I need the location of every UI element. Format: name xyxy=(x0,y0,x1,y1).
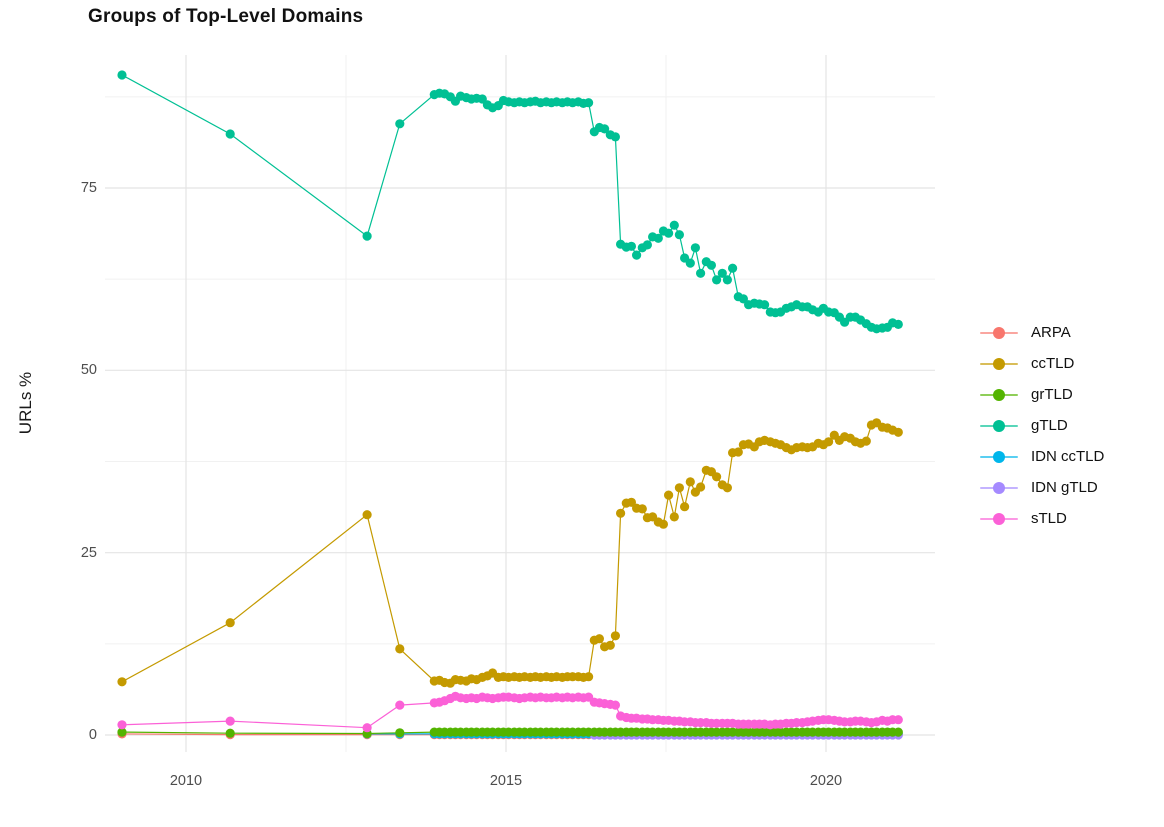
legend-marker-icon xyxy=(980,512,1018,526)
legend-dot-icon xyxy=(993,326,1005,339)
legend-marker-icon xyxy=(980,419,1018,433)
y-tick-label: 75 xyxy=(80,180,97,196)
legend-dot-icon xyxy=(993,388,1005,401)
y-tick-label: 50 xyxy=(80,362,97,379)
series-cctld xyxy=(117,418,903,688)
series-grtld xyxy=(117,727,903,739)
series-stld xyxy=(117,691,903,733)
y-tick-label: 0 xyxy=(88,727,97,743)
legend-label: gTLD xyxy=(1031,417,1068,434)
legend-entry-cctld: ccTLD xyxy=(980,348,1104,379)
x-tick-label: 2010 xyxy=(169,773,203,789)
y-tick-label: 25 xyxy=(80,544,97,561)
legend-entry-gtld: gTLD xyxy=(980,410,1104,441)
legend-dot-icon xyxy=(993,481,1005,494)
chart-title: Groups of Top-Level Domains xyxy=(88,6,364,27)
legend-dot-icon xyxy=(993,419,1005,432)
legend-marker-icon xyxy=(980,326,1018,340)
x-tick-label: 2015 xyxy=(489,773,523,789)
legend-label: grTLD xyxy=(1031,386,1073,403)
gridlines xyxy=(105,55,935,752)
legend-label: ccTLD xyxy=(1031,355,1075,372)
legend-marker-icon xyxy=(980,357,1018,371)
legend-label: IDN ccTLD xyxy=(1031,448,1105,465)
legend-entry-idn-gtld: IDN gTLD xyxy=(980,472,1104,503)
legend-label: IDN gTLD xyxy=(1031,479,1098,496)
legend-label: sTLD xyxy=(1031,510,1067,527)
legend: ARPA ccTLD grTLD gTLD IDN ccTLD IDN gTLD sTLD xyxy=(980,317,1104,534)
legend-marker-icon xyxy=(980,481,1018,495)
legend-marker-icon xyxy=(980,388,1018,402)
series-gtld xyxy=(117,70,903,334)
legend-entry-grtld: grTLD xyxy=(980,379,1104,410)
legend-dot-icon xyxy=(993,512,1005,525)
legend-marker-icon xyxy=(980,450,1018,464)
legend-dot-icon xyxy=(993,450,1005,463)
x-tick-label: 2020 xyxy=(809,773,843,789)
legend-dot-icon xyxy=(993,357,1005,370)
legend-entry-idn-cctld: IDN ccTLD xyxy=(980,441,1104,472)
legend-label: ARPA xyxy=(1031,324,1071,341)
legend-entry-arpa: ARPA xyxy=(980,317,1104,348)
legend-entry-stld: sTLD xyxy=(980,503,1104,534)
